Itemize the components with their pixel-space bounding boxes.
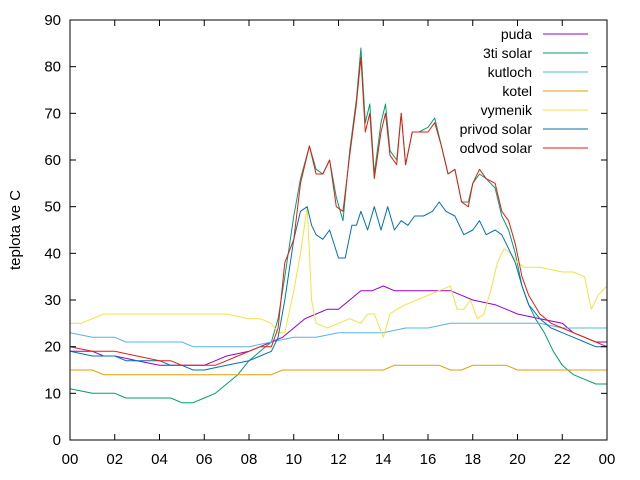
y-tick-label: 20 xyxy=(44,339,61,356)
x-tick-label: 00 xyxy=(599,451,616,468)
y-tick-label: 60 xyxy=(44,152,61,169)
legend-label-kutloch: kutloch xyxy=(488,64,532,80)
legend-label-kotel: kotel xyxy=(502,83,532,99)
legend: puda 3ti solar kutloch kotel vymenik privod s… xyxy=(460,26,588,156)
series-layer xyxy=(69,47,608,404)
series-line-vymenik xyxy=(70,206,608,338)
y-tick-label: 30 xyxy=(44,292,61,309)
x-tick-label: 16 xyxy=(420,451,437,468)
legend-label-odvod-solar: odvod solar xyxy=(460,140,533,156)
series-line-kotel xyxy=(70,364,607,376)
y-tick-label: 10 xyxy=(44,385,61,402)
series-line-privod-solar xyxy=(69,201,607,371)
y-tick-label: 0 xyxy=(53,432,61,449)
x-tick-label: 18 xyxy=(464,451,481,468)
x-tick-label: 08 xyxy=(241,451,258,468)
legend-label-vymenik: vymenik xyxy=(481,102,533,118)
series-line-3ti-solar xyxy=(69,47,607,404)
legend-label-privod-solar: privod solar xyxy=(460,121,533,137)
y-tick-label: 50 xyxy=(44,199,61,216)
x-tick-label: 06 xyxy=(196,451,213,468)
x-tick-label: 22 xyxy=(554,451,571,468)
series-line-odvod-solar xyxy=(69,56,608,366)
axis-layer: 0 10 20 30 40 50 60 70 80 90 00 02 04 06 08 10 12 14 16 18 2… xyxy=(44,12,615,468)
series-line-kutloch xyxy=(69,322,607,348)
x-tick-label: 00 xyxy=(62,451,79,468)
x-tick-label: 10 xyxy=(285,451,302,468)
y-tick-label: 80 xyxy=(44,59,61,76)
legend-label-3ti-solar: 3ti solar xyxy=(483,45,532,61)
x-tick-label: 14 xyxy=(375,451,392,468)
x-tick-label: 12 xyxy=(330,451,347,468)
y-tick-label: 70 xyxy=(44,105,61,122)
y-tick-label: 90 xyxy=(44,12,61,29)
x-tick-label: 20 xyxy=(509,451,526,468)
x-tick-label: 02 xyxy=(106,451,123,468)
x-tick-label: 04 xyxy=(151,451,168,468)
legend-label-puda: puda xyxy=(501,26,532,42)
y-axis-label: teplota ve C xyxy=(7,190,24,270)
y-tick-label: 40 xyxy=(44,245,61,262)
